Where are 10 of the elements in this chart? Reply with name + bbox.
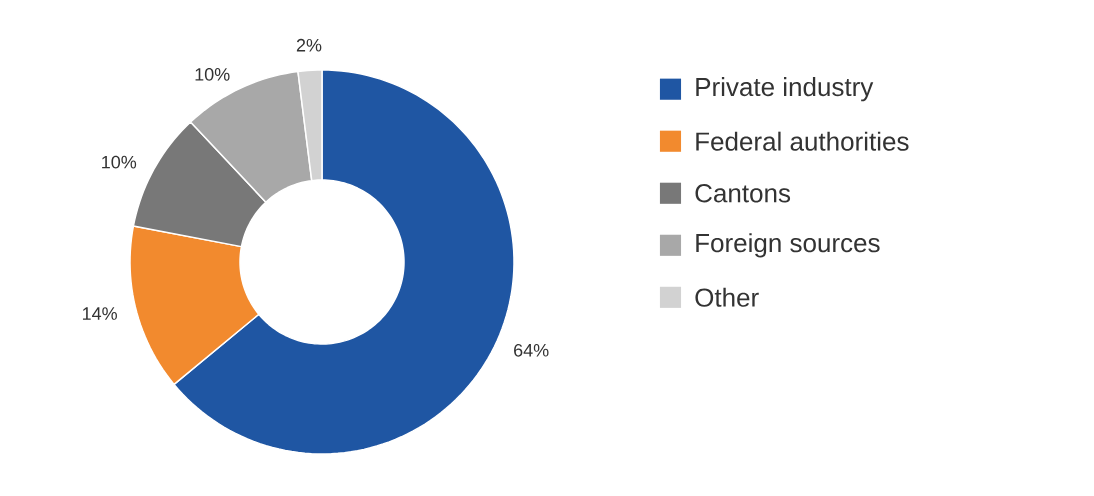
legend-label: Foreign sources	[696, 233, 880, 258]
legend-label: Other	[695, 287, 759, 307]
data-label: 10%	[102, 155, 137, 169]
legend-label: Private industry	[696, 77, 874, 102]
data-label: 14%	[82, 307, 117, 320]
data-label: 64%	[514, 343, 549, 357]
data-label: 2%	[296, 38, 322, 52]
legend-label: Cantons	[695, 184, 791, 203]
legend-label: Federal authorities	[696, 131, 909, 151]
data-label: 10%	[195, 68, 230, 81]
